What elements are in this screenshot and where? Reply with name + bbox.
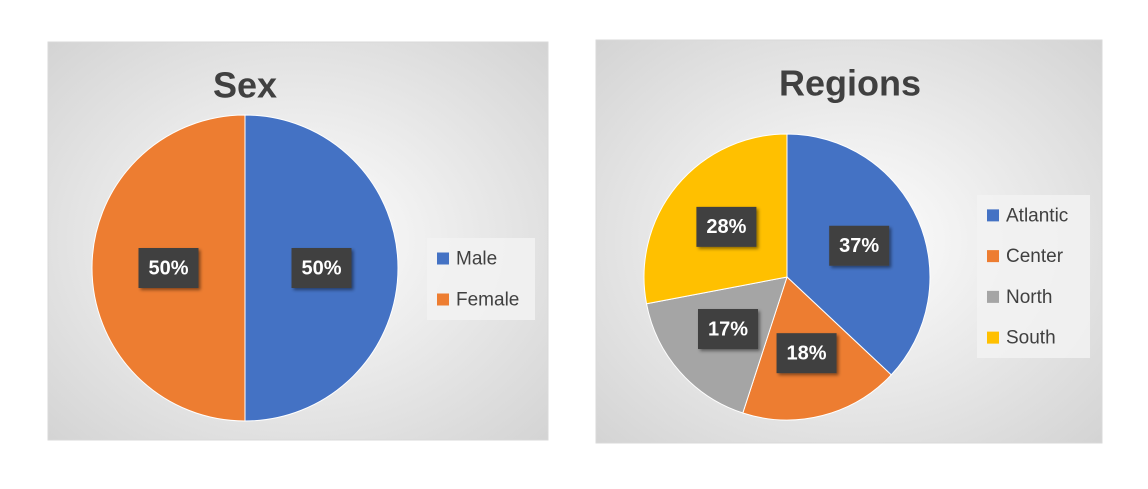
legend-label: Atlantic — [1006, 205, 1068, 226]
legend-label: Male — [456, 249, 497, 270]
chart-title: Sex — [213, 65, 277, 106]
legend-label: North — [1006, 287, 1052, 308]
data-label: 50% — [301, 257, 341, 279]
legend-swatch — [987, 290, 999, 303]
pie-chart: Sex 50% 50% Male Female — [47, 41, 549, 441]
data-label: 28% — [706, 216, 746, 238]
legend-label: Center — [1006, 246, 1064, 267]
legend-background — [977, 195, 1090, 358]
data-label-box — [696, 206, 757, 247]
data-label-box — [291, 248, 352, 288]
data-label: 37% — [839, 235, 879, 257]
data-label-box — [829, 225, 890, 266]
data-label: 17% — [708, 318, 748, 340]
chart-title: Regions — [779, 63, 921, 104]
pie-chart: Regions 37% 18% 17% 28% Atlantic Center North So… — [595, 39, 1103, 444]
legend-swatch — [987, 209, 999, 222]
data-label-box — [138, 248, 199, 288]
legend-swatch — [987, 331, 999, 344]
legend-swatch — [987, 250, 999, 263]
legend-label: Female — [456, 290, 519, 311]
legend-swatch — [437, 293, 449, 306]
data-label-box — [776, 333, 837, 374]
legend-swatch — [437, 252, 449, 265]
legend-background — [427, 238, 535, 320]
legend-label: South — [1006, 328, 1056, 349]
data-label: 50% — [148, 257, 188, 279]
data-label-box — [698, 309, 759, 350]
data-label: 18% — [787, 342, 827, 364]
